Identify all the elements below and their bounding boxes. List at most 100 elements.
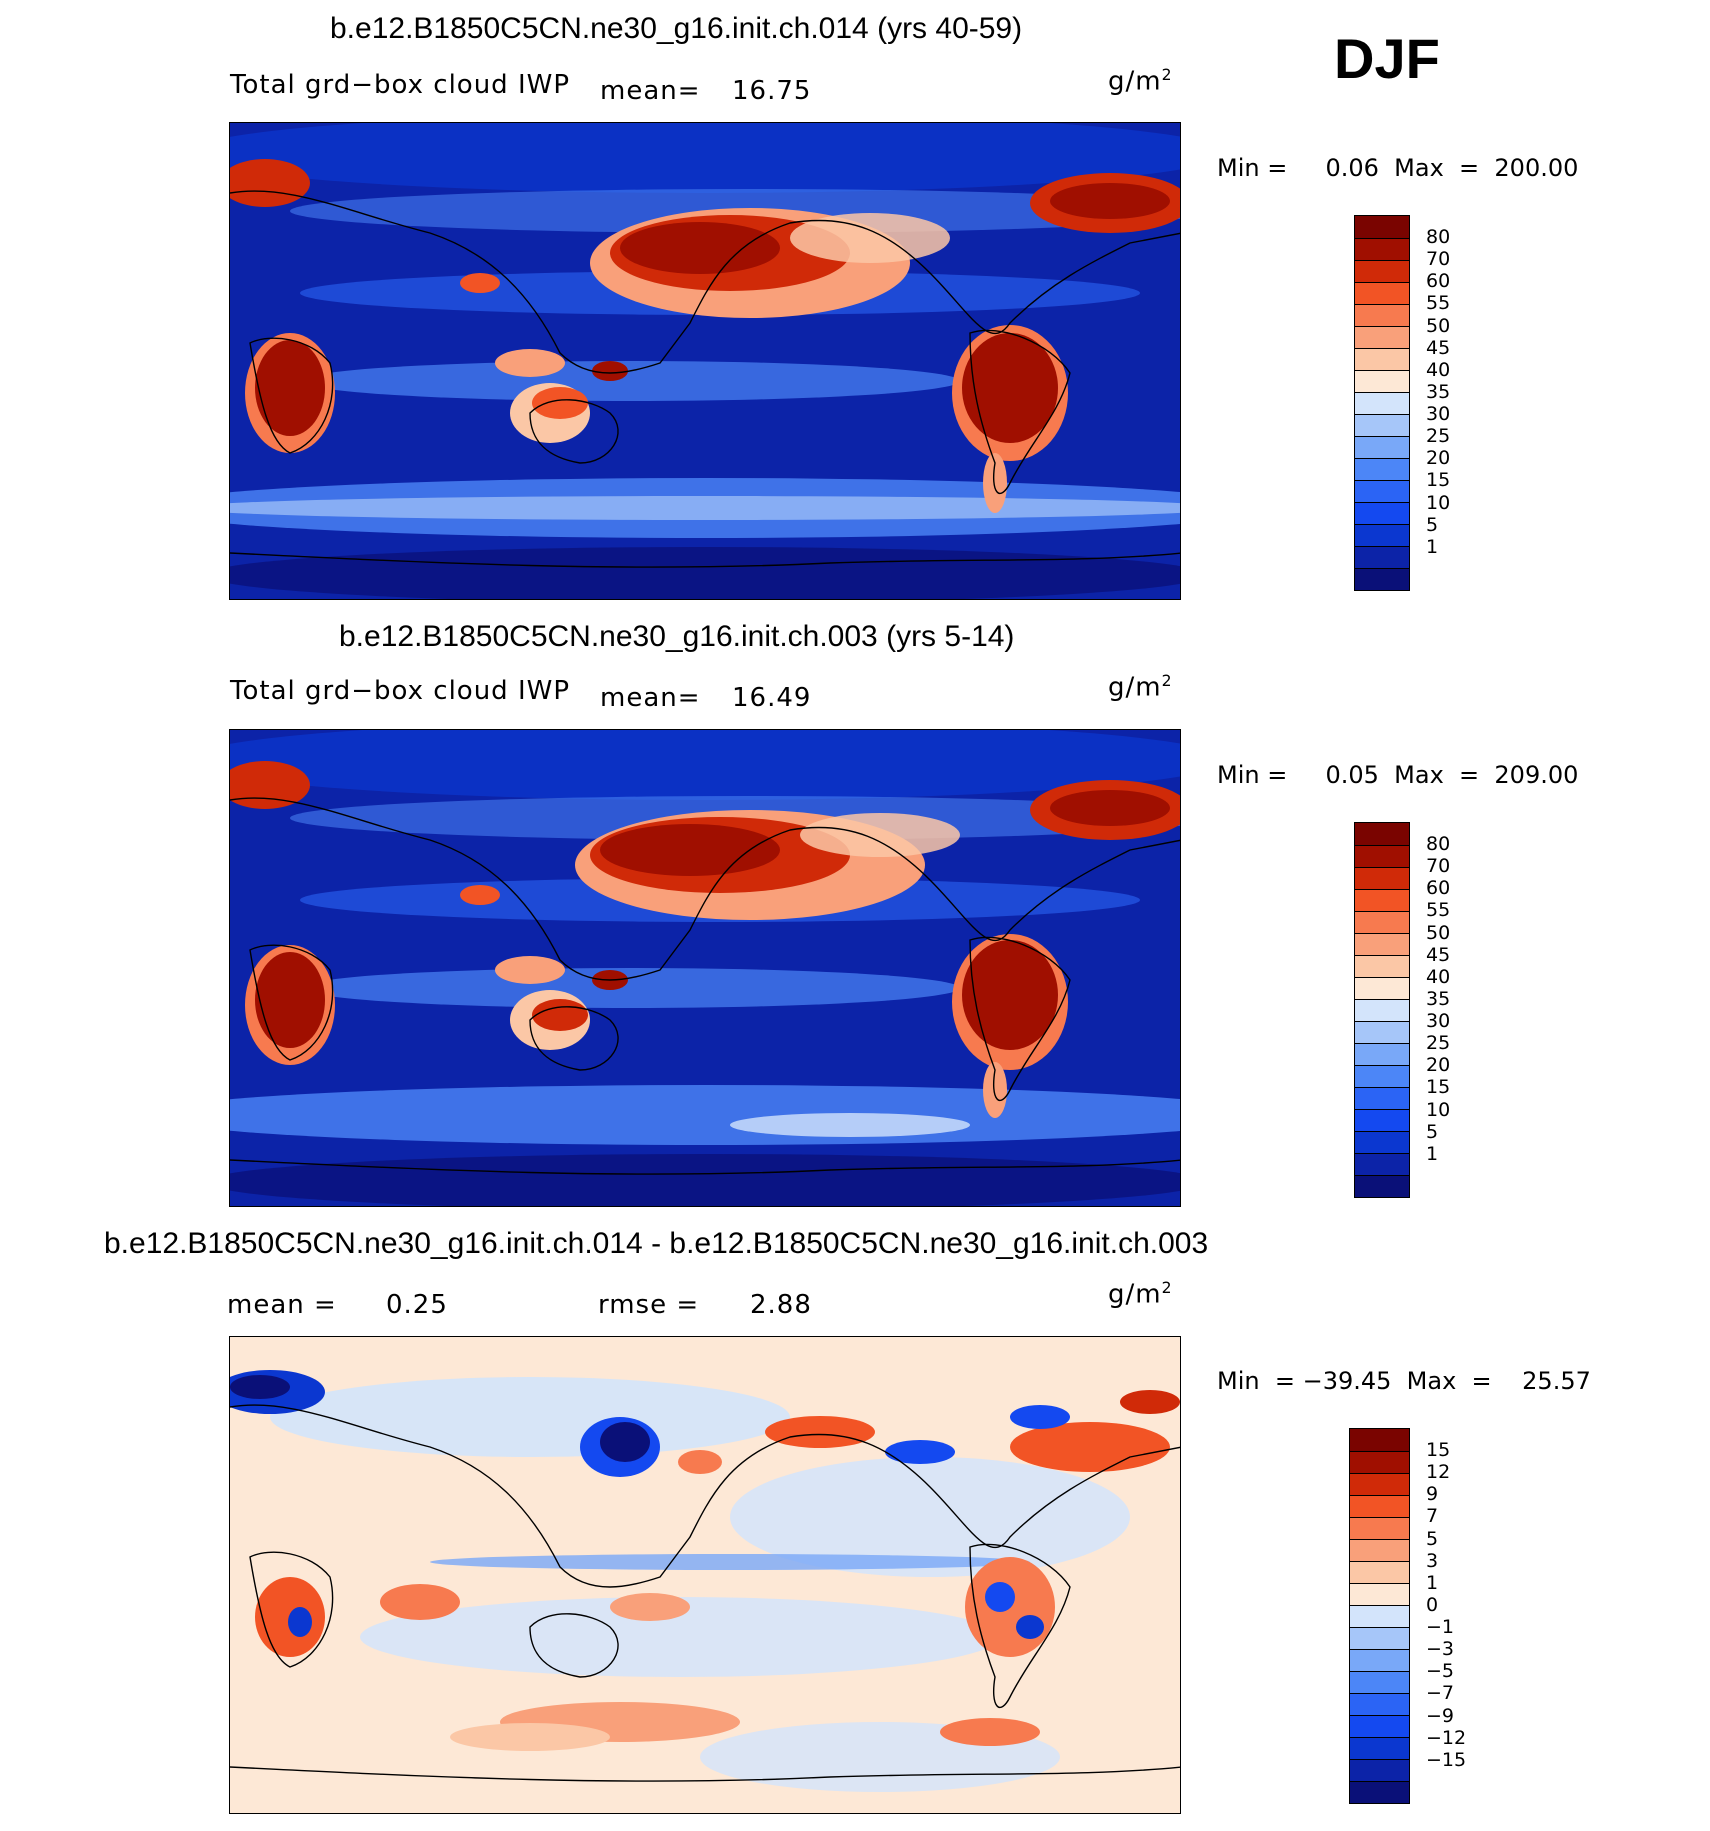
panel2-minmax: Min = 0.05 Max = 209.00 — [1217, 761, 1579, 789]
colorbar-swatch — [1355, 216, 1409, 238]
panel3-map — [229, 1336, 1181, 1814]
colorbar-label: 20 — [1426, 447, 1451, 470]
colorbar-swatch — [1355, 502, 1409, 524]
colorbar-swatch — [1355, 1021, 1409, 1043]
colorbar-swatch — [1355, 260, 1409, 282]
colorbar-label: 50 — [1426, 314, 1451, 337]
colorbar-label: −15 — [1426, 1748, 1467, 1771]
panel1-map — [229, 122, 1181, 600]
colorbar-swatch — [1355, 1109, 1409, 1131]
colorbar-label: 35 — [1426, 380, 1451, 403]
panel2-colorbar — [1354, 822, 1410, 1198]
colorbar-label: 45 — [1426, 336, 1451, 359]
colorbar-label: 35 — [1426, 987, 1451, 1010]
colorbar-swatch — [1355, 911, 1409, 933]
colorbar-swatch — [1355, 458, 1409, 480]
colorbar-swatch — [1355, 1175, 1409, 1197]
colorbar-swatch — [1350, 1693, 1409, 1715]
panel2-mean-value: 16.49 — [732, 683, 812, 713]
panel3-colorbar — [1349, 1428, 1410, 1804]
colorbar-swatch — [1355, 1087, 1409, 1109]
colorbar-swatch — [1355, 524, 1409, 546]
colorbar-swatch — [1350, 1737, 1409, 1759]
colorbar-label: 60 — [1426, 270, 1451, 293]
colorbar-label: 70 — [1426, 855, 1451, 878]
colorbar-label: −5 — [1426, 1660, 1455, 1683]
colorbar-label: 9 — [1426, 1483, 1439, 1506]
colorbar-swatch — [1350, 1605, 1409, 1627]
colorbar-label: 55 — [1426, 292, 1451, 315]
colorbar-swatch — [1355, 1131, 1409, 1153]
colorbar-swatch — [1350, 1451, 1409, 1473]
colorbar-label: 7 — [1426, 1505, 1439, 1528]
panel2-map-svg — [230, 730, 1180, 1206]
colorbar-label: 15 — [1426, 1439, 1451, 1462]
colorbar-swatch — [1355, 999, 1409, 1021]
colorbar-swatch — [1355, 326, 1409, 348]
panel1-units: g/m2 — [1108, 66, 1173, 97]
panel3-mean-label: mean = — [227, 1290, 337, 1320]
colorbar-swatch — [1355, 867, 1409, 889]
colorbar-label: 50 — [1426, 921, 1451, 944]
panel2-variable: Total grd−box cloud IWP — [230, 676, 571, 706]
colorbar-swatch — [1355, 1153, 1409, 1175]
colorbar-label: 1 — [1426, 535, 1439, 558]
colorbar-swatch — [1355, 414, 1409, 436]
colorbar-swatch — [1355, 304, 1409, 326]
colorbar-label: 12 — [1426, 1461, 1451, 1484]
colorbar-label: 0 — [1426, 1593, 1439, 1616]
colorbar-swatch — [1355, 546, 1409, 568]
colorbar-label: 40 — [1426, 965, 1451, 988]
panel3-minmax: Min = −39.45 Max = 25.57 — [1217, 1367, 1591, 1395]
colorbar-label: 80 — [1426, 833, 1451, 856]
colorbar-swatch — [1355, 845, 1409, 867]
panel3-units: g/m2 — [1108, 1279, 1173, 1310]
colorbar-label: 1 — [1426, 1142, 1439, 1165]
panel3-title: b.e12.B1850C5CN.ne30_g16.init.ch.014 - b… — [104, 1227, 1209, 1260]
colorbar-label: 15 — [1426, 469, 1451, 492]
colorbar-swatch — [1355, 977, 1409, 999]
panel3-rmse-label: rmse = — [598, 1290, 700, 1320]
colorbar-swatch — [1350, 1517, 1409, 1539]
colorbar-label: 55 — [1426, 899, 1451, 922]
colorbar-swatch — [1350, 1429, 1409, 1451]
colorbar-label: 45 — [1426, 943, 1451, 966]
colorbar-swatch — [1350, 1583, 1409, 1605]
panel3-map-svg — [230, 1337, 1180, 1813]
colorbar-swatch — [1355, 238, 1409, 260]
colorbar-swatch — [1355, 1065, 1409, 1087]
colorbar-swatch — [1355, 889, 1409, 911]
colorbar-swatch — [1355, 1043, 1409, 1065]
colorbar-label: −1 — [1426, 1616, 1455, 1639]
colorbar-label: −3 — [1426, 1638, 1455, 1661]
panel3-rmse-value: 2.88 — [750, 1290, 812, 1320]
season-label: DJF — [1334, 27, 1440, 90]
colorbar-label: 3 — [1426, 1549, 1439, 1572]
panel1-colorbar — [1354, 215, 1410, 591]
colorbar-label: 70 — [1426, 248, 1451, 271]
colorbar-label: 5 — [1426, 1120, 1439, 1143]
colorbar-swatch — [1350, 1539, 1409, 1561]
colorbar-swatch — [1350, 1671, 1409, 1693]
colorbar-label: −7 — [1426, 1682, 1455, 1705]
colorbar-swatch — [1350, 1649, 1409, 1671]
colorbar-swatch — [1355, 348, 1409, 370]
colorbar-label: 40 — [1426, 358, 1451, 381]
colorbar-swatch — [1355, 480, 1409, 502]
panel1-mean-value: 16.75 — [732, 76, 812, 106]
colorbar-label: 25 — [1426, 1032, 1451, 1055]
panel3-mean-value: 0.25 — [386, 1290, 448, 1320]
colorbar-label: −9 — [1426, 1704, 1455, 1727]
colorbar-swatch — [1355, 568, 1409, 590]
panel1-map-svg — [230, 123, 1180, 599]
colorbar-label: 20 — [1426, 1054, 1451, 1077]
colorbar-swatch — [1350, 1561, 1409, 1583]
panel1-mean-label: mean= — [600, 76, 701, 106]
colorbar-swatch — [1355, 282, 1409, 304]
colorbar-label: 5 — [1426, 1527, 1439, 1550]
colorbar-label: 10 — [1426, 491, 1451, 514]
colorbar-swatch — [1355, 933, 1409, 955]
panel1-title: b.e12.B1850C5CN.ne30_g16.init.ch.014 (yr… — [330, 12, 1023, 45]
colorbar-swatch — [1355, 823, 1409, 845]
colorbar-label: 15 — [1426, 1076, 1451, 1099]
